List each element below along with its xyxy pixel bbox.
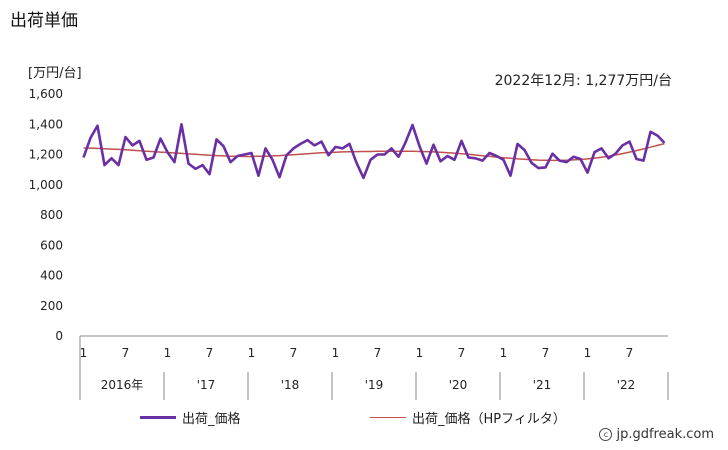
y-tick-label: 400	[40, 269, 63, 283]
x-tick-label: 7	[458, 346, 466, 360]
year-label: '18	[281, 378, 300, 392]
x-tick-label: 1	[416, 346, 424, 360]
source-credit: c jp.gdfreak.com	[599, 427, 714, 442]
series-line-raw	[82, 123, 666, 180]
chart-title: 出荷単価	[10, 11, 78, 31]
year-label: '19	[365, 378, 384, 392]
year-label: '22	[617, 378, 636, 392]
year-label: '21	[533, 378, 552, 392]
copyright-icon: c	[599, 428, 613, 441]
y-tick-label: 800	[40, 208, 63, 222]
x-tick-label: 7	[542, 346, 550, 360]
x-tick-label: 7	[374, 346, 382, 360]
x-tick-label: 7	[290, 346, 298, 360]
y-tick-label: 200	[40, 299, 63, 313]
year-label: '20	[449, 378, 468, 392]
y-tick-label: 1,200	[29, 148, 63, 162]
x-tick-label: 1	[500, 346, 508, 360]
legend-item-raw: 出荷_価格	[140, 408, 241, 427]
y-axis-unit-label: [万円/台]	[28, 66, 82, 81]
year-label: 2016年	[101, 378, 144, 392]
y-tick-label: 1,600	[29, 87, 63, 101]
x-tick-label: 7	[206, 346, 214, 360]
y-tick-label: 1,400	[29, 117, 63, 131]
y-tick-label: 0	[55, 329, 63, 343]
x-tick-label: 7	[626, 346, 634, 360]
legend-swatch-hp-filter	[370, 417, 406, 418]
legend-label-hp-filter: 出荷_価格（HPフィルタ）	[412, 412, 566, 427]
y-tick-label: 1,000	[29, 178, 63, 192]
y-tick-label: 600	[40, 238, 63, 252]
x-tick-label: 7	[122, 346, 130, 360]
year-label: '17	[197, 378, 216, 392]
source-credit-text: jp.gdfreak.com	[616, 427, 714, 442]
x-tick-label: 1	[332, 346, 340, 360]
x-tick-label: 1	[584, 346, 592, 360]
legend-label-raw: 出荷_価格	[182, 412, 241, 427]
legend-swatch-raw	[140, 416, 176, 419]
x-tick-label: 1	[248, 346, 256, 360]
latest-value-annotation: 2022年12月: 1,277万円/台	[494, 73, 672, 89]
legend-item-hp-filter: 出荷_価格（HPフィルタ）	[370, 408, 566, 427]
x-tick-label: 1	[164, 346, 172, 360]
x-tick-label: 1	[80, 346, 88, 360]
